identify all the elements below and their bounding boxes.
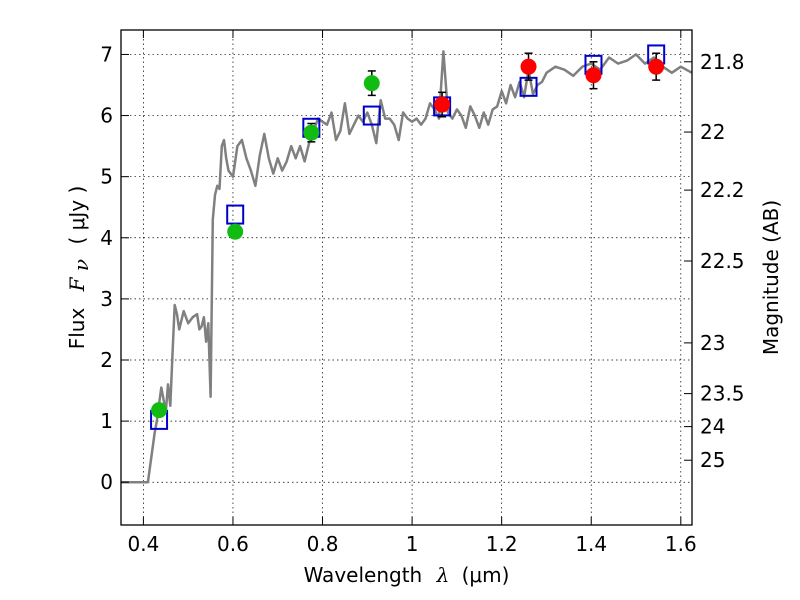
x-axis-label-symbol: λ: [436, 563, 450, 587]
plot-frame: [120, 29, 693, 526]
model-flux-square: [226, 204, 245, 225]
hst-flux-point: [227, 223, 244, 240]
nir-flux-point: [434, 91, 451, 118]
y-tick-label: 1: [100, 409, 113, 433]
y2-tick-label: 25: [700, 448, 725, 472]
y-axis-label-subscript: ν: [69, 259, 93, 271]
y-axis-label-text: Flux: [65, 308, 89, 350]
y-tick-label: 3: [100, 287, 113, 311]
flux-marker: [434, 96, 451, 113]
flux-marker: [648, 58, 665, 75]
hst-flux-point: [363, 70, 380, 97]
y2-tick-label: 22.2: [700, 178, 745, 202]
flux-marker: [227, 223, 244, 240]
flux-marker: [151, 402, 168, 419]
x-tick-label: 1.2: [486, 532, 518, 556]
flux-marker: [303, 124, 320, 141]
flux-marker: [520, 58, 537, 75]
y-axis-label-unit: ( μJy ): [65, 186, 89, 245]
y-tick-label: 4: [100, 226, 113, 250]
hst-flux-point: [151, 402, 168, 419]
y2-tick-label: 24: [700, 415, 725, 439]
hst-flux-point: [303, 122, 320, 143]
x-tick-label: 0.8: [307, 532, 339, 556]
x-tick-label: 1: [406, 532, 419, 556]
nir-flux-point: [648, 52, 665, 81]
x-tick-label: 0.6: [217, 532, 249, 556]
grid: [121, 30, 692, 525]
x-axis-label-text: Wavelength: [304, 563, 423, 587]
x-tick-label: 0.4: [127, 532, 159, 556]
y-tick-label: 0: [100, 470, 113, 494]
y2-tick-label: 23.5: [700, 382, 745, 406]
x-axis-label-unit: (μm): [462, 563, 510, 587]
y2-tick-label: 21.8: [700, 50, 745, 74]
x-axis-label: Wavelength λ (μm): [304, 563, 510, 587]
y-tick-label: 7: [100, 42, 113, 66]
y-tick-label: 2: [100, 348, 113, 372]
plot-area: [121, 44, 693, 484]
y2-axis-label: Magnitude (AB): [759, 200, 783, 355]
y-tick-label: 5: [100, 165, 113, 189]
flux-marker: [363, 75, 380, 92]
nir-flux-point: [520, 52, 537, 81]
y2-tick-label: 23: [700, 331, 725, 355]
y2-tick-label: 22.5: [700, 249, 745, 273]
y-axis-label-symbol: F: [65, 276, 89, 292]
x-tick-label: 1.4: [575, 532, 607, 556]
model-spectrum-line: [121, 50, 693, 484]
nir-flux-point: [585, 61, 602, 90]
y2-tick-label: 22: [700, 120, 725, 144]
x-tick-label: 1.6: [665, 532, 697, 556]
y-axis-label: Flux F ν ( μJy ): [65, 186, 93, 350]
flux-marker: [585, 67, 602, 84]
model-flux-square: [362, 105, 381, 126]
y-tick-label: 6: [100, 104, 113, 128]
